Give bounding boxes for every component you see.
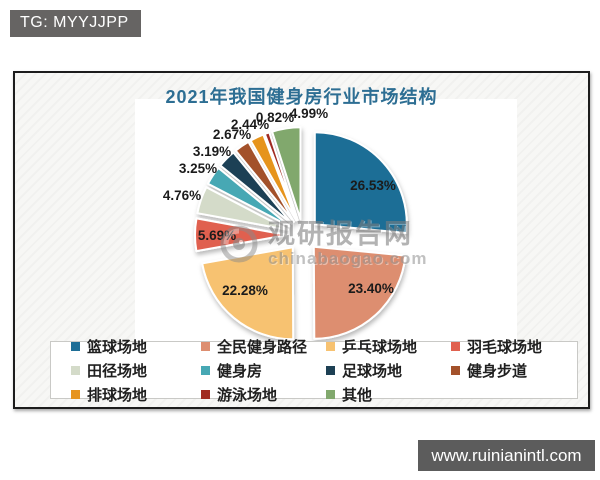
legend: 篮球场地 全民健身路径 乒乓球场地 羽毛球场地田径场地 健身房 足球场地 健身步道排球场地 游… — [50, 339, 578, 404]
pie-slice-7 — [234, 140, 295, 223]
legend-label: 全民健身路径 — [217, 338, 308, 356]
legend-swatch-icon — [451, 365, 460, 375]
legend-item-10: 其他 — [326, 384, 451, 405]
legend-label: 健身步道 — [467, 362, 528, 380]
legend-swatch-icon — [201, 389, 210, 399]
site-badge: www.ruinianintl.com — [418, 440, 595, 471]
pie-value-label-3: 5.69% — [198, 228, 236, 243]
tg-badge: TG: MYYJJPP — [10, 10, 141, 37]
pie-slice-10 — [271, 126, 302, 221]
pie-value-label-9: 0.82% — [256, 110, 294, 125]
chart-title: 2021年我国健身房行业市场结构 — [165, 87, 438, 107]
legend-label: 羽毛球场地 — [467, 338, 543, 356]
legend-item-7: 健身步道 — [451, 360, 577, 381]
legend-item-6: 足球场地 — [326, 360, 451, 381]
pie-value-label-7: 2.67% — [213, 127, 251, 142]
legend-label: 篮球场地 — [87, 338, 148, 356]
legend-swatch-icon — [326, 341, 335, 351]
pie-slice-9 — [263, 131, 299, 221]
legend-swatch-icon — [326, 389, 335, 399]
pie-value-label-2: 22.28% — [222, 283, 268, 298]
pie-slice-5 — [207, 167, 291, 228]
legend-label: 田径场地 — [87, 362, 148, 380]
legend-item-1: 全民健身路径 — [201, 336, 326, 357]
legend-label: 乒乓球场地 — [342, 338, 418, 356]
legend-swatch-icon — [326, 365, 335, 375]
pie-value-label-1: 23.40% — [348, 281, 394, 296]
legend-item-8: 排球场地 — [71, 384, 201, 405]
legend-item-0: 篮球场地 — [71, 336, 201, 357]
legend-swatch-icon — [201, 341, 210, 351]
legend-item-9: 游泳场地 — [201, 384, 326, 405]
pie-slice-4 — [196, 186, 289, 231]
pie-value-label-8: 2.44% — [231, 117, 269, 132]
legend-item-5: 健身房 — [201, 360, 326, 381]
legend-item-3: 羽毛球场地 — [451, 336, 577, 357]
pie-value-label-0: 26.53% — [350, 178, 396, 193]
pie-slice-8 — [249, 133, 298, 222]
legend-item-2: 乒乓球场地 — [326, 336, 451, 357]
pie-value-label-5: 3.25% — [179, 161, 217, 176]
pie-value-label-4: 4.76% — [163, 188, 201, 203]
pie-value-label-6: 3.19% — [193, 144, 231, 159]
pie-slice-2 — [201, 246, 295, 341]
legend-item-4: 田径场地 — [71, 360, 201, 381]
legend-label: 游泳场地 — [217, 386, 278, 404]
legend-swatch-icon — [71, 365, 80, 375]
pie-slice-1 — [312, 245, 407, 340]
legend-swatch-icon — [201, 365, 210, 375]
legend-label: 其他 — [342, 386, 373, 404]
pie-slice-0 — [313, 131, 408, 234]
legend-label: 健身房 — [217, 362, 263, 380]
legend-label: 排球场地 — [87, 386, 148, 404]
legend-swatch-icon — [71, 341, 80, 351]
chart-card: 2021年我国健身房行业市场结构 26.53% 23.40% 22.28% 5.69%… — [13, 71, 590, 409]
legend-swatch-icon — [71, 389, 80, 399]
pie-value-label-10: 4.99% — [290, 106, 328, 121]
pie-slice-6 — [219, 151, 293, 225]
pie-chart: 26.53%23.40%22.28%5.69%4.76%3.25%3.19%2.… — [163, 106, 408, 341]
pie-slice-3 — [194, 217, 288, 253]
legend-swatch-icon — [451, 341, 460, 351]
legend-label: 足球场地 — [342, 362, 403, 380]
